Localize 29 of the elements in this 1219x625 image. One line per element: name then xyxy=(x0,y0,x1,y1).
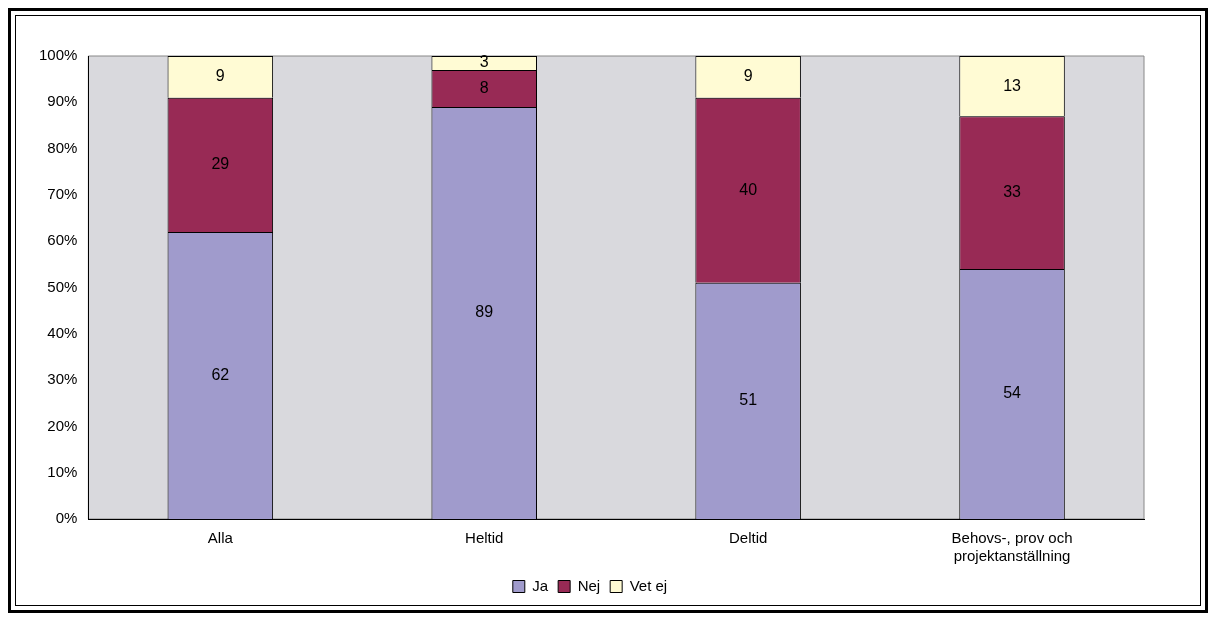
data-label: 13 xyxy=(1003,76,1022,94)
y-tick-label: 0% xyxy=(55,509,78,527)
y-tick-label: 60% xyxy=(47,231,78,249)
data-label: 9 xyxy=(215,67,225,85)
data-label: 54 xyxy=(1003,384,1022,402)
data-label: 9 xyxy=(743,67,753,85)
y-tick-label: 80% xyxy=(47,138,78,156)
y-tick-label: 90% xyxy=(47,92,78,110)
data-label: 40 xyxy=(739,180,758,198)
y-tick-label: 100% xyxy=(38,46,78,64)
y-tick-label: 10% xyxy=(47,462,78,480)
y-tick-label: 40% xyxy=(47,323,78,341)
data-label: 29 xyxy=(211,155,230,173)
data-label: 89 xyxy=(475,303,494,321)
x-tick-label: Behovs-, prov och projektanställning xyxy=(951,529,1073,565)
data-label: 8 xyxy=(479,78,489,96)
y-tick-label: 30% xyxy=(47,370,78,388)
y-tick-label: 20% xyxy=(47,416,78,434)
y-tick-label: 50% xyxy=(47,277,78,295)
legend-label: Vet ej xyxy=(629,576,668,594)
data-label: 33 xyxy=(1003,182,1022,200)
x-tick-label: Alla xyxy=(207,529,234,547)
data-label: 51 xyxy=(739,391,758,409)
data-label: 62 xyxy=(211,365,230,383)
legend-label: Ja xyxy=(532,576,549,594)
legend-label: Nej xyxy=(577,576,601,594)
x-tick-label: Deltid xyxy=(728,529,768,547)
x-tick-label: Heltid xyxy=(465,529,504,547)
y-tick-label: 70% xyxy=(47,185,78,203)
